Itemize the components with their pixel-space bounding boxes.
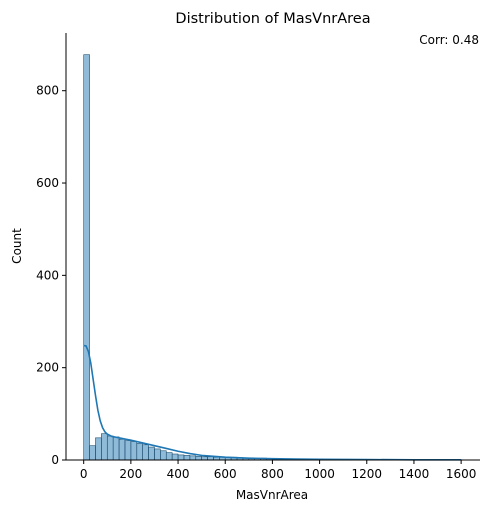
x-tick-label: 200	[119, 467, 142, 481]
histogram-bar	[112, 436, 120, 461]
y-tick-label: 800	[36, 84, 59, 98]
histogram-bar	[130, 441, 138, 461]
x-tick-label: 800	[261, 467, 284, 481]
x-tick-label: 0	[80, 467, 88, 481]
histogram-bar	[154, 448, 161, 461]
histogram-bar	[83, 54, 90, 461]
x-tick-label: 1000	[304, 467, 335, 481]
x-axis-label: MasVnrArea	[236, 488, 308, 502]
histogram-bar	[165, 452, 173, 461]
histogram-bar	[183, 455, 191, 461]
x-tick-label: 1200	[351, 467, 382, 481]
y-tick-label: 400	[36, 268, 59, 282]
y-tick-label: 600	[36, 176, 59, 190]
x-tick-label: 400	[167, 467, 190, 481]
y-tick-label: 200	[36, 361, 59, 375]
x-tick-label: 600	[214, 467, 237, 481]
histogram-bar	[148, 446, 155, 461]
histogram-bar	[118, 438, 126, 461]
correlation-annotation: Corr: 0.48	[419, 33, 479, 47]
kde-line	[83, 344, 462, 461]
y-axis-label: Count	[10, 228, 24, 264]
histogram-bar	[95, 437, 102, 461]
y-tick-label: 0	[51, 453, 59, 467]
histogram-bar	[189, 455, 197, 461]
histogram-bar	[142, 444, 149, 461]
x-ticks: 0 200 400 600 800 1000 1200 1400 1600	[80, 460, 477, 481]
x-tick-label: 1400	[399, 467, 430, 481]
histogram-bar	[106, 435, 114, 461]
x-tick-label: 1600	[446, 467, 477, 481]
histogram-bar	[177, 454, 185, 461]
histogram-bar	[160, 450, 167, 461]
histogram-bar	[195, 456, 202, 461]
y-ticks: 0 200 400 600 800	[36, 84, 66, 467]
histogram-bars	[83, 54, 462, 461]
axes	[65, 33, 480, 461]
histogram-bar	[136, 443, 143, 461]
histogram-bar	[89, 445, 96, 461]
histogram-bar	[124, 440, 132, 461]
chart-title: Distribution of MasVnrArea	[175, 11, 370, 27]
histogram-bar	[171, 453, 179, 461]
histogram-bar	[101, 433, 108, 461]
